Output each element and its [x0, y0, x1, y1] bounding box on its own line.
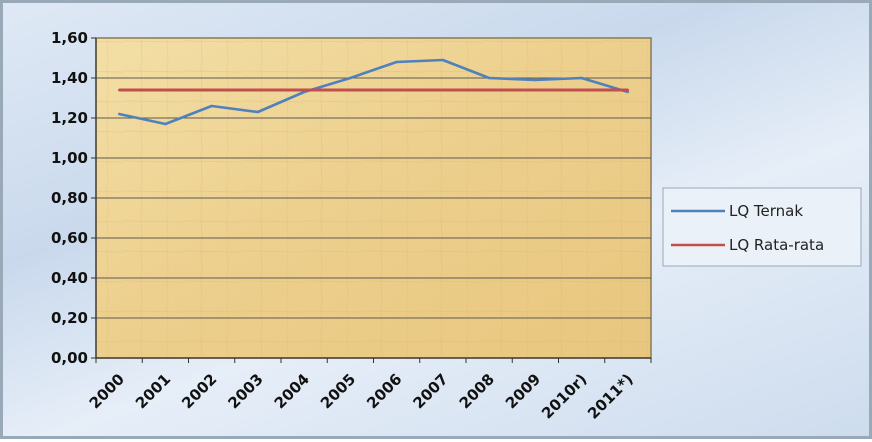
x-tick-label: 2009 — [502, 370, 544, 412]
data-point-lq-rata-rata — [302, 88, 306, 92]
y-tick-label: 1,00 — [51, 149, 88, 167]
data-point-lq-rata-rata — [210, 88, 213, 92]
y-tick-label: 0,00 — [51, 349, 88, 367]
data-point-lq-rata-rata — [487, 88, 491, 92]
data-point-lq-rata-rata — [580, 88, 583, 92]
legend-box — [662, 187, 862, 267]
x-tick-label: 2006 — [363, 370, 405, 412]
data-point-lq-rata-rata — [441, 88, 445, 92]
x-tick-label: 2003 — [224, 370, 266, 412]
data-point-lq-rata-rata — [395, 88, 398, 92]
data-point-lq-ternak — [441, 58, 445, 62]
data-point-lq-ternak — [117, 112, 121, 116]
data-point-lq-rata-rata — [349, 88, 352, 92]
x-tick-label: 2002 — [178, 370, 220, 412]
series-lines — [117, 58, 630, 126]
data-point-lq-ternak — [534, 78, 537, 82]
x-tick-label: 2007 — [409, 370, 451, 412]
y-tick-label: 1,60 — [51, 29, 88, 47]
y-tick-label: 0,60 — [51, 229, 88, 247]
y-tick-label: 0,20 — [51, 309, 88, 327]
data-point-lq-rata-rata — [256, 88, 260, 92]
data-point-lq-ternak — [487, 76, 491, 80]
y-tick-label: 0,40 — [51, 269, 88, 287]
data-point-lq-rata-rata — [534, 88, 537, 92]
y-tick-label: 0,80 — [51, 189, 88, 207]
series-line-lq-ternak — [118, 58, 629, 126]
legend: LQ Ternak LQ Rata-rata — [662, 187, 862, 267]
y-tick-label: 1,20 — [51, 109, 88, 127]
legend-label-lq-ternak: LQ Ternak — [729, 202, 803, 220]
x-tick-label: 2001 — [132, 370, 174, 412]
gridlines — [96, 77, 651, 319]
x-tick-label: 2004 — [271, 370, 313, 412]
data-point-lq-ternak — [164, 122, 167, 126]
x-tick-label: 2011*) — [584, 370, 637, 423]
y-tick-label: 1,40 — [51, 69, 88, 87]
data-point-lq-ternak — [395, 60, 398, 64]
data-point-lq-ternak — [580, 76, 583, 80]
x-tick-label: 2010r) — [538, 370, 590, 422]
data-point-lq-ternak — [349, 76, 352, 80]
legend-label-lq-rata-rata: LQ Rata-rata — [729, 236, 824, 254]
data-point-lq-ternak — [256, 110, 260, 114]
data-point-lq-rata-rata — [626, 88, 630, 92]
data-point-lq-ternak — [210, 104, 213, 108]
x-tick-label: 2008 — [456, 370, 498, 412]
x-tick-label: 2000 — [86, 370, 128, 412]
data-point-lq-rata-rata — [164, 88, 167, 92]
line-chart: 0,00 0,20 0,40 0,60 0,80 1,00 1,20 1,40 1,60 2000… — [51, 29, 862, 423]
data-point-lq-rata-rata — [117, 88, 121, 92]
x-tick-label: 2005 — [317, 370, 359, 412]
